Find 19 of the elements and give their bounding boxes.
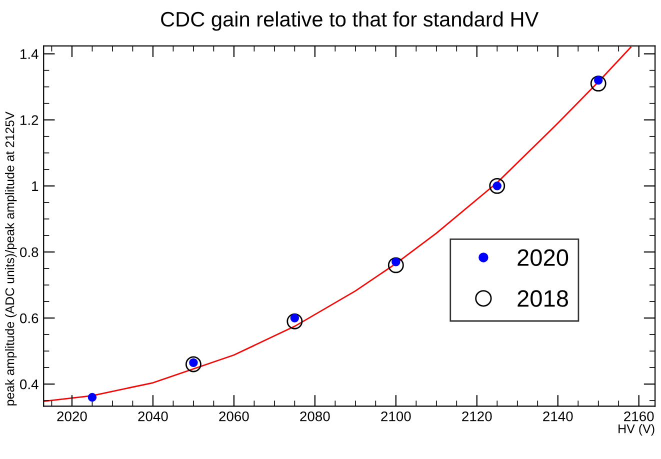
x-tick-label: 2120 <box>462 411 492 422</box>
x-axis-title: HV (V) <box>618 424 654 436</box>
x-tick-label: 2100 <box>381 411 411 422</box>
y-tick-label: 0.6 <box>20 313 38 324</box>
y-axis-title: peak amplitude (ADC units)/peak amplitude at 2125V <box>5 112 17 406</box>
legend-label: 2020 <box>518 249 568 266</box>
x-tick-label: 2040 <box>138 411 168 422</box>
y-tick-label: 1.2 <box>20 115 38 125</box>
legend-label: 2018 <box>518 290 568 307</box>
x-tick-label: 2160 <box>624 411 654 422</box>
y-tick-label: 1 <box>32 181 38 191</box>
x-tick-label: 2080 <box>300 411 330 422</box>
x-tick-label: 2060 <box>219 411 249 422</box>
y-tick-label: 0.8 <box>20 247 38 258</box>
y-tick-label: 0.4 <box>20 379 38 390</box>
y-tick-label: 1.4 <box>20 49 38 59</box>
chart-title: CDC gain relative to that for standard HV <box>161 11 539 31</box>
x-tick-label: 2140 <box>543 411 573 422</box>
x-tick-label: 2020 <box>57 411 87 422</box>
